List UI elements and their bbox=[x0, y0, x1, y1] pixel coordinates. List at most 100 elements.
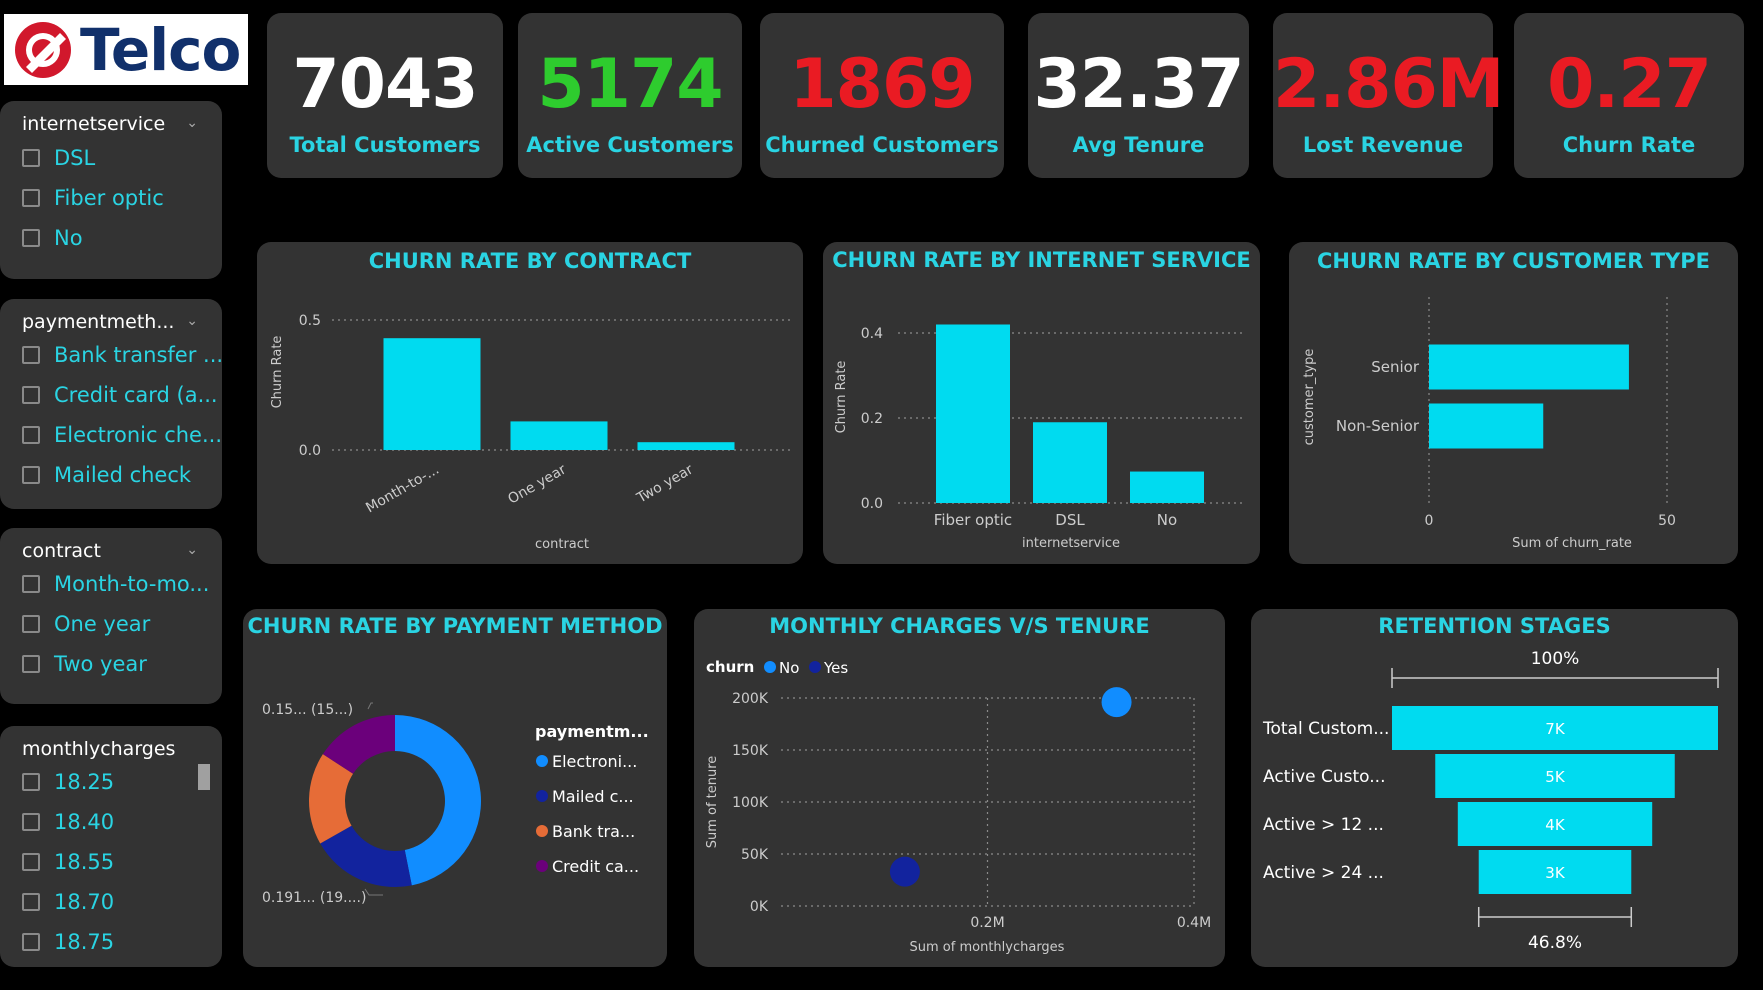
slicer-option[interactable]: Fiber optic bbox=[22, 186, 164, 210]
legend-title: paymentm... bbox=[535, 722, 649, 741]
option-label: Electronic che... bbox=[54, 423, 222, 447]
kpi-active-customers: 5174 Active Customers bbox=[518, 13, 742, 178]
kpi-label: Lost Revenue bbox=[1302, 133, 1464, 157]
checkbox[interactable] bbox=[22, 575, 40, 593]
scrollbar-thumb[interactable] bbox=[198, 764, 210, 790]
telco-logo-icon bbox=[15, 21, 71, 78]
checkbox[interactable] bbox=[22, 933, 40, 951]
option-label: Month-to-mo... bbox=[54, 572, 210, 596]
kpi-label: Active Customers bbox=[526, 133, 734, 157]
slicer-option[interactable]: Credit card (a... bbox=[22, 383, 218, 407]
checkbox[interactable] bbox=[22, 426, 40, 444]
funnel-stage-label: Active > 24 ... bbox=[1263, 863, 1384, 883]
funnel-bar bbox=[1457, 802, 1653, 846]
chevron-down-icon[interactable]: ⌄ bbox=[186, 542, 198, 558]
checkbox[interactable] bbox=[22, 813, 40, 831]
bar bbox=[1429, 344, 1629, 390]
kpi-avg-tenure: 32.37 Avg Tenure bbox=[1028, 13, 1249, 178]
bar bbox=[1033, 422, 1107, 503]
x-axis-title: Sum of monthlycharges bbox=[910, 940, 1065, 955]
legend-marker bbox=[764, 661, 776, 673]
slicer-option[interactable]: 18.40 bbox=[22, 810, 114, 834]
slicer-option[interactable]: Mailed check bbox=[22, 463, 191, 487]
x-tick-label: One year bbox=[505, 461, 569, 507]
bar bbox=[637, 442, 735, 450]
checkbox[interactable] bbox=[22, 189, 40, 207]
option-label: Credit card (a... bbox=[54, 383, 218, 407]
slicer-option[interactable]: One year bbox=[22, 612, 150, 636]
legend-label: Yes bbox=[823, 659, 848, 677]
checkbox[interactable] bbox=[22, 386, 40, 404]
data-label: 0.15... (15...) bbox=[262, 702, 353, 718]
slicer-option[interactable]: 18.55 bbox=[22, 850, 114, 874]
top-bracket bbox=[1391, 668, 1719, 688]
slicer-option[interactable]: Month-to-mo... bbox=[22, 572, 209, 596]
x-tick-label: 0.4M bbox=[1177, 915, 1211, 931]
slicer-option[interactable]: No bbox=[22, 226, 83, 250]
kpi-label: Avg Tenure bbox=[1072, 133, 1205, 157]
bar bbox=[1130, 471, 1204, 503]
legend-label: No bbox=[779, 659, 799, 677]
chevron-down-icon[interactable]: ⌄ bbox=[186, 115, 198, 131]
y-axis-title: Churn Rate bbox=[834, 361, 849, 434]
legend-label: Credit ca... bbox=[552, 857, 639, 876]
x-tick-label: 50 bbox=[1658, 513, 1676, 529]
chart-churn-by-customer-type: CHURN RATE BY CUSTOMER TYPE 0 50 Senior Non… bbox=[1289, 242, 1738, 564]
checkbox[interactable] bbox=[22, 853, 40, 871]
slicer-option[interactable]: 18.70 bbox=[22, 890, 114, 914]
y-tick-label: 0.2 bbox=[861, 411, 883, 427]
option-label: 18.25 bbox=[54, 770, 115, 794]
funnel-stage-label: Active Custo... bbox=[1263, 767, 1385, 787]
funnel-bar bbox=[1392, 706, 1718, 750]
legend-marker bbox=[536, 860, 548, 872]
chevron-down-icon[interactable]: ⌄ bbox=[186, 313, 198, 329]
chart-churn-by-internet: CHURN RATE BY INTERNET SERVICE 0.0 0.2 0.4… bbox=[823, 242, 1260, 564]
slicer-option[interactable]: DSL bbox=[22, 146, 95, 170]
checkbox[interactable] bbox=[22, 615, 40, 633]
y-tick-label: 0.5 bbox=[299, 313, 321, 329]
kpi-label: Churned Customers bbox=[765, 133, 999, 157]
legend-title: churn bbox=[706, 658, 754, 676]
top-percentage: 100% bbox=[1531, 649, 1580, 669]
y-tick-label: Non-Senior bbox=[1336, 417, 1420, 435]
slicer-option[interactable]: Bank transfer ... bbox=[22, 343, 223, 367]
chart-title: CHURN RATE BY PAYMENT METHOD bbox=[247, 614, 663, 638]
kpi-value: 2.86M bbox=[1273, 45, 1504, 124]
checkbox[interactable] bbox=[22, 229, 40, 247]
y-tick-label: 150K bbox=[732, 743, 769, 759]
data-label: 0.191... (19....) bbox=[262, 890, 366, 906]
x-tick-label: Two year bbox=[633, 461, 696, 506]
slicer-title: internetservice bbox=[22, 113, 166, 135]
checkbox[interactable] bbox=[22, 466, 40, 484]
y-axis-title: customer_type bbox=[1302, 349, 1317, 446]
scatter-chart: 0K 50K 100K 150K 200K 0.2M 0.4M churn No Yes Sum o… bbox=[705, 658, 1211, 955]
donut-slice bbox=[320, 825, 412, 887]
y-axis-title: Churn Rate bbox=[270, 336, 285, 409]
slicer-option[interactable]: 18.75 bbox=[22, 930, 114, 954]
bar bbox=[1429, 403, 1544, 449]
leader-line bbox=[367, 702, 373, 710]
option-label: DSL bbox=[54, 146, 96, 170]
checkbox[interactable] bbox=[22, 149, 40, 167]
x-tick-label: Fiber optic bbox=[934, 511, 1012, 529]
scatter-point bbox=[889, 856, 920, 887]
option-label: 18.55 bbox=[54, 850, 115, 874]
legend-marker bbox=[536, 790, 548, 802]
slicer-option[interactable]: Two year bbox=[22, 652, 147, 676]
checkbox[interactable] bbox=[22, 655, 40, 673]
payment-donut-chart: 0.15... (15...) 0.191... (19....) paymentm… bbox=[262, 702, 649, 906]
checkbox[interactable] bbox=[22, 346, 40, 364]
kpi-value: 0.27 bbox=[1547, 45, 1712, 124]
internet-bar-chart: 0.0 0.2 0.4 Fiber optic DSL No internetservice… bbox=[834, 324, 1243, 551]
funnel-chart: 7K Total Custom... 5K Active Custo... 4K Acti… bbox=[1262, 649, 1719, 953]
x-tick-label: DSL bbox=[1055, 511, 1085, 529]
chart-churn-by-payment: CHURN RATE BY PAYMENT METHOD 0.15... (15… bbox=[243, 609, 667, 967]
funnel-bar bbox=[1435, 754, 1675, 798]
checkbox[interactable] bbox=[22, 893, 40, 911]
slicer-option[interactable]: Electronic che... bbox=[22, 423, 222, 447]
slicer-option[interactable]: 18.25 bbox=[22, 770, 114, 794]
checkbox[interactable] bbox=[22, 773, 40, 791]
slicer-internetservice: internetservice ⌄ DSL Fiber optic No bbox=[0, 101, 222, 279]
x-axis-title: internetservice bbox=[1022, 536, 1120, 551]
option-label: 18.40 bbox=[54, 810, 115, 834]
